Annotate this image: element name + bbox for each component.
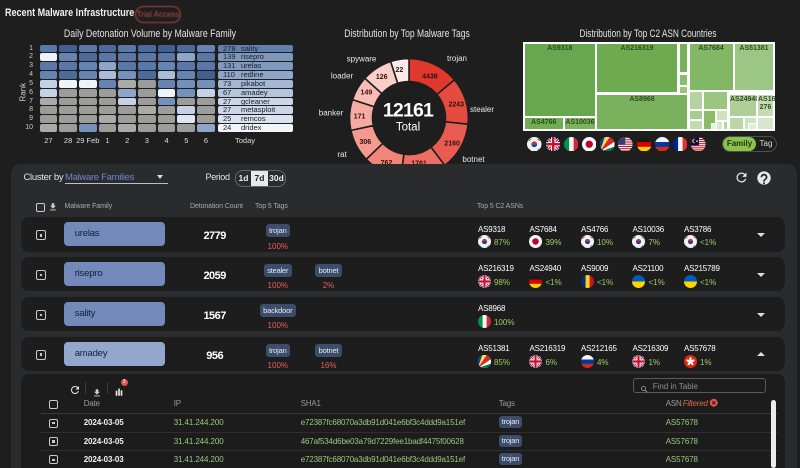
svg-text:2243: 2243: [449, 102, 465, 109]
svg-text:126: 126: [376, 74, 388, 81]
svg-text:12161: 12161: [383, 100, 434, 122]
svg-text:banker: banker: [319, 109, 344, 118]
svg-text:Total: Total: [396, 122, 420, 134]
svg-text:spyware: spyware: [347, 55, 377, 64]
svg-text:4436: 4436: [422, 74, 438, 81]
svg-text:149: 149: [361, 90, 373, 97]
svg-text:22: 22: [396, 67, 404, 74]
svg-text:171: 171: [354, 113, 366, 120]
svg-text:306: 306: [359, 139, 371, 146]
svg-text:loader: loader: [331, 72, 354, 81]
svg-text:2160: 2160: [444, 140, 460, 147]
svg-text:stealer: stealer: [470, 105, 494, 114]
svg-text:botnet: botnet: [462, 155, 485, 164]
svg-text:trojan: trojan: [447, 54, 467, 63]
svg-text:rat: rat: [337, 150, 347, 159]
